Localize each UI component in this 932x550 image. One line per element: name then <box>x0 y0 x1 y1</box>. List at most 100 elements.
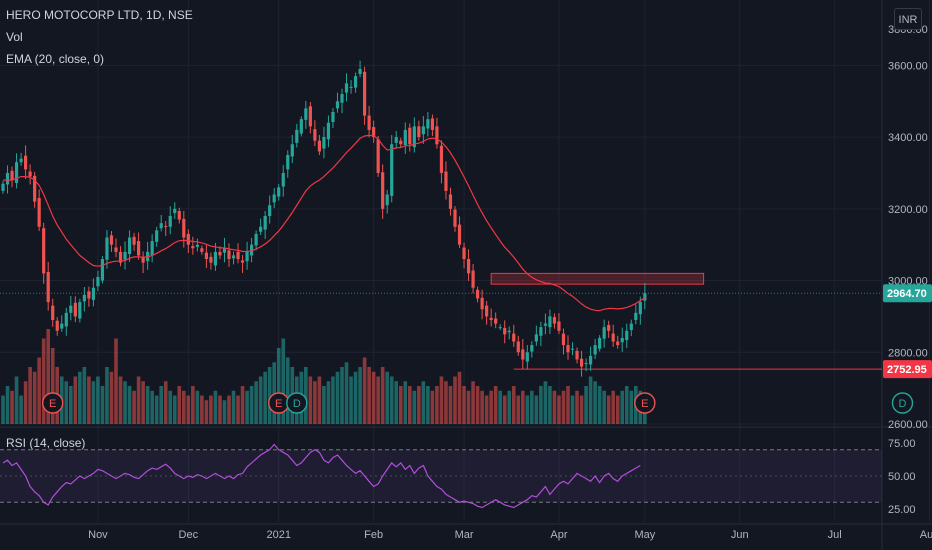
rsi-pane <box>0 443 882 509</box>
candle-body <box>96 276 100 287</box>
dividend-marker <box>286 392 308 414</box>
volume-bar <box>484 395 489 424</box>
price-axis[interactable]: 3600.003400.003200.003000.002800.002600.… <box>888 24 928 516</box>
volume-bar <box>281 338 286 424</box>
candle-body <box>534 334 538 342</box>
volume-bar <box>430 390 435 424</box>
candle-body <box>593 345 597 355</box>
candle-body <box>204 252 208 260</box>
support-price-badge-label: 2752.95 <box>887 364 927 376</box>
volume-bar <box>91 381 96 424</box>
candle-body <box>5 172 10 185</box>
volume-bar <box>150 390 154 424</box>
volume-bar <box>195 390 200 424</box>
candle-body <box>78 302 82 319</box>
volume-bar <box>132 390 136 424</box>
candle-body <box>10 170 14 181</box>
candle-body <box>82 294 86 302</box>
time-tick-label: Apr <box>550 529 567 541</box>
candle-body <box>137 241 141 256</box>
candle-body <box>73 302 77 317</box>
candle-body <box>489 317 493 320</box>
volume-bar <box>480 390 484 424</box>
volume-bar <box>489 390 493 424</box>
volume-bar <box>403 381 408 424</box>
volume-bar <box>123 381 127 424</box>
candle-body <box>376 139 380 173</box>
volume-bar <box>322 386 326 424</box>
volume-legend[interactable]: Vol <box>6 30 23 44</box>
volume-bar <box>340 367 344 424</box>
candle-body <box>430 118 434 130</box>
volume-bar <box>14 376 19 424</box>
rsi-legend[interactable]: RSI (14, close) <box>6 436 86 450</box>
candle-body <box>91 287 95 300</box>
volume-bar <box>218 395 222 424</box>
candle-body <box>394 137 398 143</box>
volume-bar <box>331 376 335 424</box>
volume-bar <box>64 381 69 424</box>
volume-bar <box>353 371 358 424</box>
volume-bar <box>561 390 566 424</box>
drawings <box>0 272 882 370</box>
rsi-tick-label: 25.00 <box>888 504 916 516</box>
candle-body <box>322 137 326 149</box>
time-axis[interactable]: Nov Dec 2021 Feb Mar Apr May Jun Jul Aug <box>88 529 932 541</box>
volume-bar <box>313 381 317 424</box>
candle-body <box>543 323 547 326</box>
candle-body <box>426 119 430 129</box>
candle-body <box>539 327 543 336</box>
volume-bar <box>191 386 195 424</box>
candle-body <box>480 297 484 310</box>
candle-body <box>42 228 46 274</box>
candle-body <box>222 248 227 253</box>
volume-bar <box>317 376 322 424</box>
candle-body <box>195 244 199 247</box>
candle-body <box>123 251 127 260</box>
candle-body <box>634 312 638 320</box>
candle-body <box>191 246 195 249</box>
time-tick-label: Mar <box>455 529 474 541</box>
candle-body <box>507 330 511 333</box>
current-price-badge <box>883 284 932 303</box>
candle-body <box>231 255 236 259</box>
volume-bar <box>498 390 502 424</box>
candle-body <box>227 250 231 260</box>
volume-bar <box>575 390 579 424</box>
event-marker-label: E <box>275 398 282 410</box>
candle-body <box>444 171 448 191</box>
candle-body <box>299 119 303 134</box>
volume-bar <box>37 357 41 424</box>
candle-body <box>476 289 480 299</box>
candle-body <box>367 115 371 130</box>
volume-bar <box>511 386 516 424</box>
volume-bar <box>557 395 561 424</box>
volume-bar <box>615 395 620 424</box>
candle-body <box>295 129 299 143</box>
volume-bar <box>593 381 597 424</box>
candle-body <box>186 233 190 245</box>
volume-bar <box>588 376 593 424</box>
volume-bar <box>236 395 240 424</box>
candle-body <box>109 235 114 245</box>
price-badges: 2964.70 2752.95 <box>883 284 932 379</box>
candle-body <box>552 317 557 324</box>
volume-bar <box>100 386 105 424</box>
currency-button[interactable]: INR <box>894 8 922 30</box>
candle-body <box>607 325 611 331</box>
symbol-title[interactable]: HERO MOTOCORP LTD, 1D, NSE <box>6 8 193 22</box>
candle-body <box>218 251 222 256</box>
candle-body <box>548 316 552 328</box>
volume-bars <box>1 329 647 424</box>
volume-bar <box>240 386 245 424</box>
time-tick-label: Feb <box>364 529 383 541</box>
candle-body <box>363 71 367 116</box>
volume-bar <box>267 367 272 424</box>
volume-bar <box>620 390 625 424</box>
candle-body <box>525 352 529 362</box>
ema-legend[interactable]: EMA (20, close, 0) <box>6 52 105 66</box>
candle-body <box>182 218 186 238</box>
candle-body <box>46 271 50 303</box>
volume-bar <box>28 367 32 424</box>
